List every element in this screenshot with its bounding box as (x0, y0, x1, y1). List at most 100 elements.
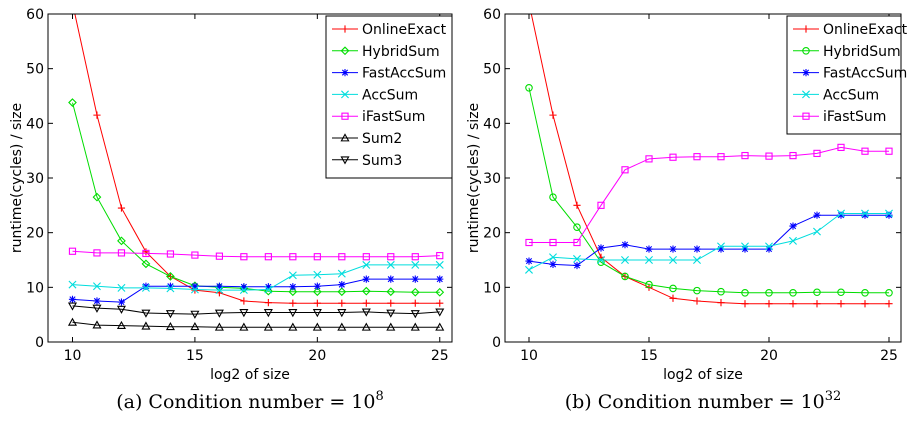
series-onlineexact-point (741, 300, 749, 308)
series-onlineexact-point (411, 299, 419, 307)
series-ifastsum-point (411, 253, 419, 261)
legend-marker (341, 112, 349, 120)
series-ifastsum-point (240, 253, 248, 261)
series-accsum-point (813, 227, 821, 236)
legend-entry-hybridsum: HybridSum (332, 44, 440, 60)
series-ifastsum-line (72, 250, 440, 258)
series-ifastsum-point (861, 147, 869, 155)
series-onlineexact-point (813, 300, 821, 308)
legend-label: iFastSum (362, 109, 425, 125)
y-tick-label: 30 (483, 171, 501, 187)
series-sum3-point (92, 304, 102, 313)
series-sum3-point (116, 305, 126, 314)
legend-entry-fastaccsum: FastAccSum (332, 66, 446, 82)
series-hybridsum-point (645, 280, 653, 289)
series-onlineexact-point (525, 0, 532, 7)
series-accsum-point (717, 242, 725, 251)
series-sum2-point (312, 322, 322, 331)
series-ifastsum-point (215, 252, 224, 260)
series-fastaccsum-point (387, 275, 395, 283)
legend-marker (802, 112, 810, 120)
series-accsum-point (597, 256, 605, 264)
series-accsum-point (313, 270, 322, 279)
series-sum3-point (312, 309, 322, 318)
y-tick-label: 20 (26, 226, 44, 242)
series-onlineexact-point (549, 111, 557, 119)
series-sum3-point (435, 308, 445, 317)
series-sum2-point (190, 321, 200, 331)
legend-entry-hybridsum: HybridSum (793, 44, 901, 60)
series-hybridsum-point (117, 236, 126, 246)
series-fastaccsum-point (861, 211, 869, 219)
series-accsum-point (411, 260, 420, 269)
series-fastaccsum-line (528, 214, 889, 267)
series-onlineexact-point (861, 300, 869, 308)
series-sum3-point (165, 310, 175, 319)
y-tick-label: 40 (483, 116, 501, 132)
series-hybridsum-point (68, 98, 77, 107)
y-tick-label: 10 (483, 280, 501, 296)
series-fastaccsum-point (597, 244, 605, 252)
series-ifastsum-point (597, 201, 605, 209)
series-onlineexact-point (338, 299, 346, 307)
legend: OnlineExact HybridSum FastAccSum AccSum iFas… (786, 15, 908, 135)
series-fastaccsum-point (93, 297, 101, 305)
series-hybridsum-point (549, 193, 557, 201)
legend-marker (341, 25, 349, 33)
series-sum3-point (361, 308, 371, 317)
series-fastaccsum-point (885, 211, 893, 219)
legend-entry-sum3: Sum3 (332, 153, 402, 169)
y-tick-label: 60 (483, 7, 501, 23)
series-sum2-point (386, 322, 396, 331)
series-accsum-point (885, 209, 893, 218)
series-onlineexact-point (289, 299, 297, 307)
series-hybridsum-point (166, 272, 175, 281)
series-ifastsum-point (789, 151, 797, 160)
series-sum3-point (410, 310, 420, 319)
legend-entry-ifastsum: iFastSum (793, 109, 886, 125)
series-fastaccsum-point (789, 222, 797, 230)
series-sum3-point (214, 309, 224, 318)
series-ifastsum-point (669, 153, 677, 161)
legend-entry-accsum: AccSum (793, 87, 879, 103)
y-axis-label: runtime(cycles) / size (466, 103, 482, 253)
y-tick-label: 60 (26, 7, 44, 23)
series-accsum-point (525, 265, 533, 274)
series-fastaccsum-point (436, 275, 444, 283)
series-accsum-point (68, 280, 77, 289)
series-onlineexact-line (530, 14, 889, 305)
y-tick-label: 40 (26, 116, 44, 132)
series-onlineexact-point (436, 299, 444, 307)
series-ifastsum-point (142, 249, 150, 258)
series-fastaccsum-line (72, 278, 440, 303)
series-hybridsum-point (525, 84, 533, 92)
y-tick-label: 0 (492, 335, 501, 351)
legend-marker (802, 47, 810, 55)
series-ifastsum (525, 143, 893, 247)
series-accsum-point (362, 260, 371, 269)
series-sum2-point (361, 322, 371, 331)
series-sum2-point (410, 322, 420, 331)
legend-label: iFastSum (823, 109, 886, 125)
series-sum2-point (239, 322, 249, 331)
series-hybridsum-point (669, 284, 677, 293)
series-hybridsum-point (386, 287, 396, 297)
legend-entry-onlineexact: OnlineExact (793, 22, 908, 38)
series-sum2-point (116, 320, 126, 330)
x-tick-label: 20 (760, 348, 778, 364)
legend-label: HybridSum (362, 44, 440, 60)
series-onlineexact-point (717, 299, 725, 307)
series-hybridsum-point (693, 286, 701, 295)
legend-entry-accsum: AccSum (332, 87, 418, 103)
figure-caption: (b) Condition number = 1032 (565, 389, 842, 413)
series-sum2-point (214, 322, 224, 331)
series-accsum-point (645, 256, 653, 264)
series-sum2-point (141, 321, 151, 330)
legend-marker (341, 69, 349, 77)
series-fastaccsum (525, 211, 893, 270)
series-fastaccsum-point (68, 295, 77, 303)
series-hybridsum-point (312, 287, 322, 297)
series-onlineexact-point (837, 300, 845, 308)
series-accsum-point (386, 260, 395, 269)
series-fastaccsum-point (525, 257, 533, 265)
